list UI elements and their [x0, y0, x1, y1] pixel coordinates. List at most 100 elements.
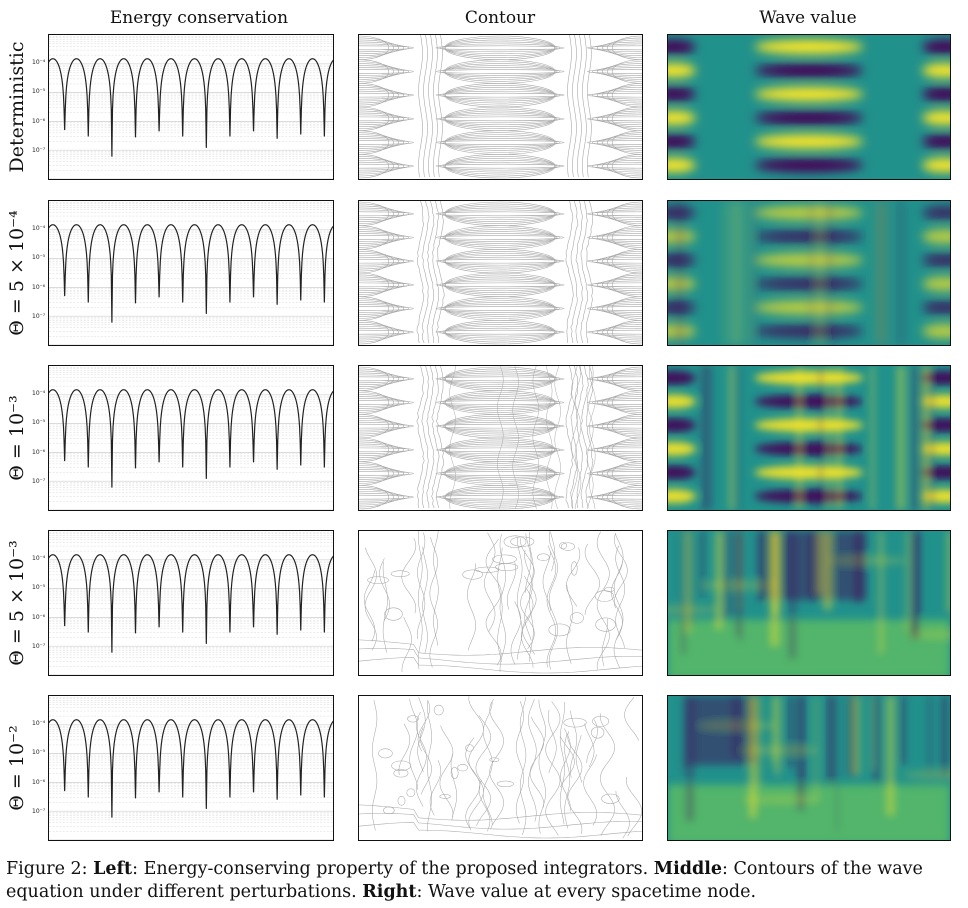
contour-line [592, 715, 610, 727]
contour-line [462, 569, 483, 580]
contour-line [587, 282, 642, 288]
wave-blob [668, 784, 950, 840]
wave-streak [683, 696, 687, 770]
contour-line [585, 366, 594, 509]
contour-line [439, 445, 561, 455]
contour-line [359, 163, 414, 169]
contour-line [587, 447, 642, 453]
contour-line [587, 35, 592, 178]
contour-line [359, 112, 404, 126]
contour-line [359, 69, 414, 74]
wave-streak [872, 696, 881, 784]
energy-plot [48, 365, 334, 511]
contour-line [445, 487, 555, 508]
contour-line [433, 35, 438, 178]
wave-streak [899, 696, 906, 765]
contour-line [467, 563, 477, 651]
caption-right-text: : Wave value at every spacetime node. [416, 882, 757, 902]
figure-caption: Figure 2: Left: Energy-conserving proper… [6, 858, 958, 904]
energy-curve [49, 224, 333, 323]
contour-line [592, 374, 642, 384]
contour-line [465, 737, 481, 829]
contour-line [359, 136, 404, 149]
caption-prefix: Figure 2: [6, 859, 94, 879]
contour-line [418, 35, 423, 178]
wave-blob [922, 324, 950, 339]
contour-line [519, 696, 527, 836]
wave-streak [809, 201, 816, 345]
contour-line [383, 806, 395, 815]
energy-curve [49, 58, 333, 157]
contour-line [359, 159, 404, 173]
contour-line [439, 90, 561, 100]
wave-svg [668, 35, 950, 179]
contour-line [444, 225, 556, 250]
wave-streak [919, 366, 924, 510]
contour-line [359, 822, 642, 839]
wave-streak [723, 531, 731, 619]
contour-line [585, 201, 594, 344]
energy-ytick-label: 10⁻⁶ [32, 448, 46, 456]
energy-ytick-label: 10⁻⁷ [32, 642, 46, 650]
wave-streak [749, 696, 757, 818]
contour-line [574, 366, 582, 510]
wave-streak [877, 201, 887, 345]
wave-blob [668, 465, 696, 480]
contour-line [601, 465, 642, 482]
contour-line [583, 754, 598, 826]
contour-line [359, 39, 400, 57]
contour-line [359, 252, 400, 270]
contour-line [606, 274, 642, 295]
contour-line [450, 753, 457, 817]
contour-line [359, 86, 400, 104]
contour-line [468, 696, 484, 831]
contour-line [445, 251, 555, 272]
wave-streak [677, 201, 685, 345]
contour-line [606, 37, 642, 58]
contour-line [601, 793, 620, 804]
contour-line [359, 488, 400, 506]
contour-line [550, 531, 556, 572]
contour-line [522, 575, 537, 655]
contour-line [444, 300, 556, 317]
caption-left-text: : Energy-conserving property of the prop… [132, 859, 654, 879]
contour-line [597, 278, 642, 292]
wave-blob [668, 110, 696, 125]
contour-line [359, 304, 409, 313]
caption-left-label: Left [93, 859, 133, 879]
contour-line [611, 296, 642, 321]
contour-line [401, 538, 417, 614]
contour-line [359, 492, 409, 502]
wave-heatmap [667, 365, 951, 511]
contour-line [439, 492, 561, 502]
wave-streak [870, 696, 874, 771]
wave-streak [941, 696, 948, 777]
contour-line [429, 760, 442, 816]
contour-line [529, 531, 534, 662]
contour-svg [359, 366, 642, 510]
contour-line [592, 280, 642, 290]
wave-streak [750, 201, 757, 345]
contour-line [444, 154, 556, 179]
wave-blob [754, 465, 864, 480]
contour-line [606, 298, 642, 319]
contour-line [611, 390, 642, 415]
contour-line [359, 231, 404, 244]
contour-line [359, 322, 395, 343]
contour-line [606, 108, 642, 129]
contour-line [359, 205, 400, 223]
contour-line [444, 39, 556, 57]
contour-line [592, 209, 642, 219]
wave-svg [668, 696, 950, 840]
contour-line [587, 116, 642, 122]
contour-line [624, 696, 640, 741]
contour-line [359, 298, 395, 319]
contour-line [582, 35, 587, 178]
contour-line [601, 86, 642, 104]
wave-streak [929, 366, 934, 510]
contour-line [554, 366, 561, 510]
wave-streak [775, 696, 780, 775]
wave-streak [921, 366, 930, 510]
contour-line [601, 205, 642, 223]
contour-line [606, 368, 642, 389]
